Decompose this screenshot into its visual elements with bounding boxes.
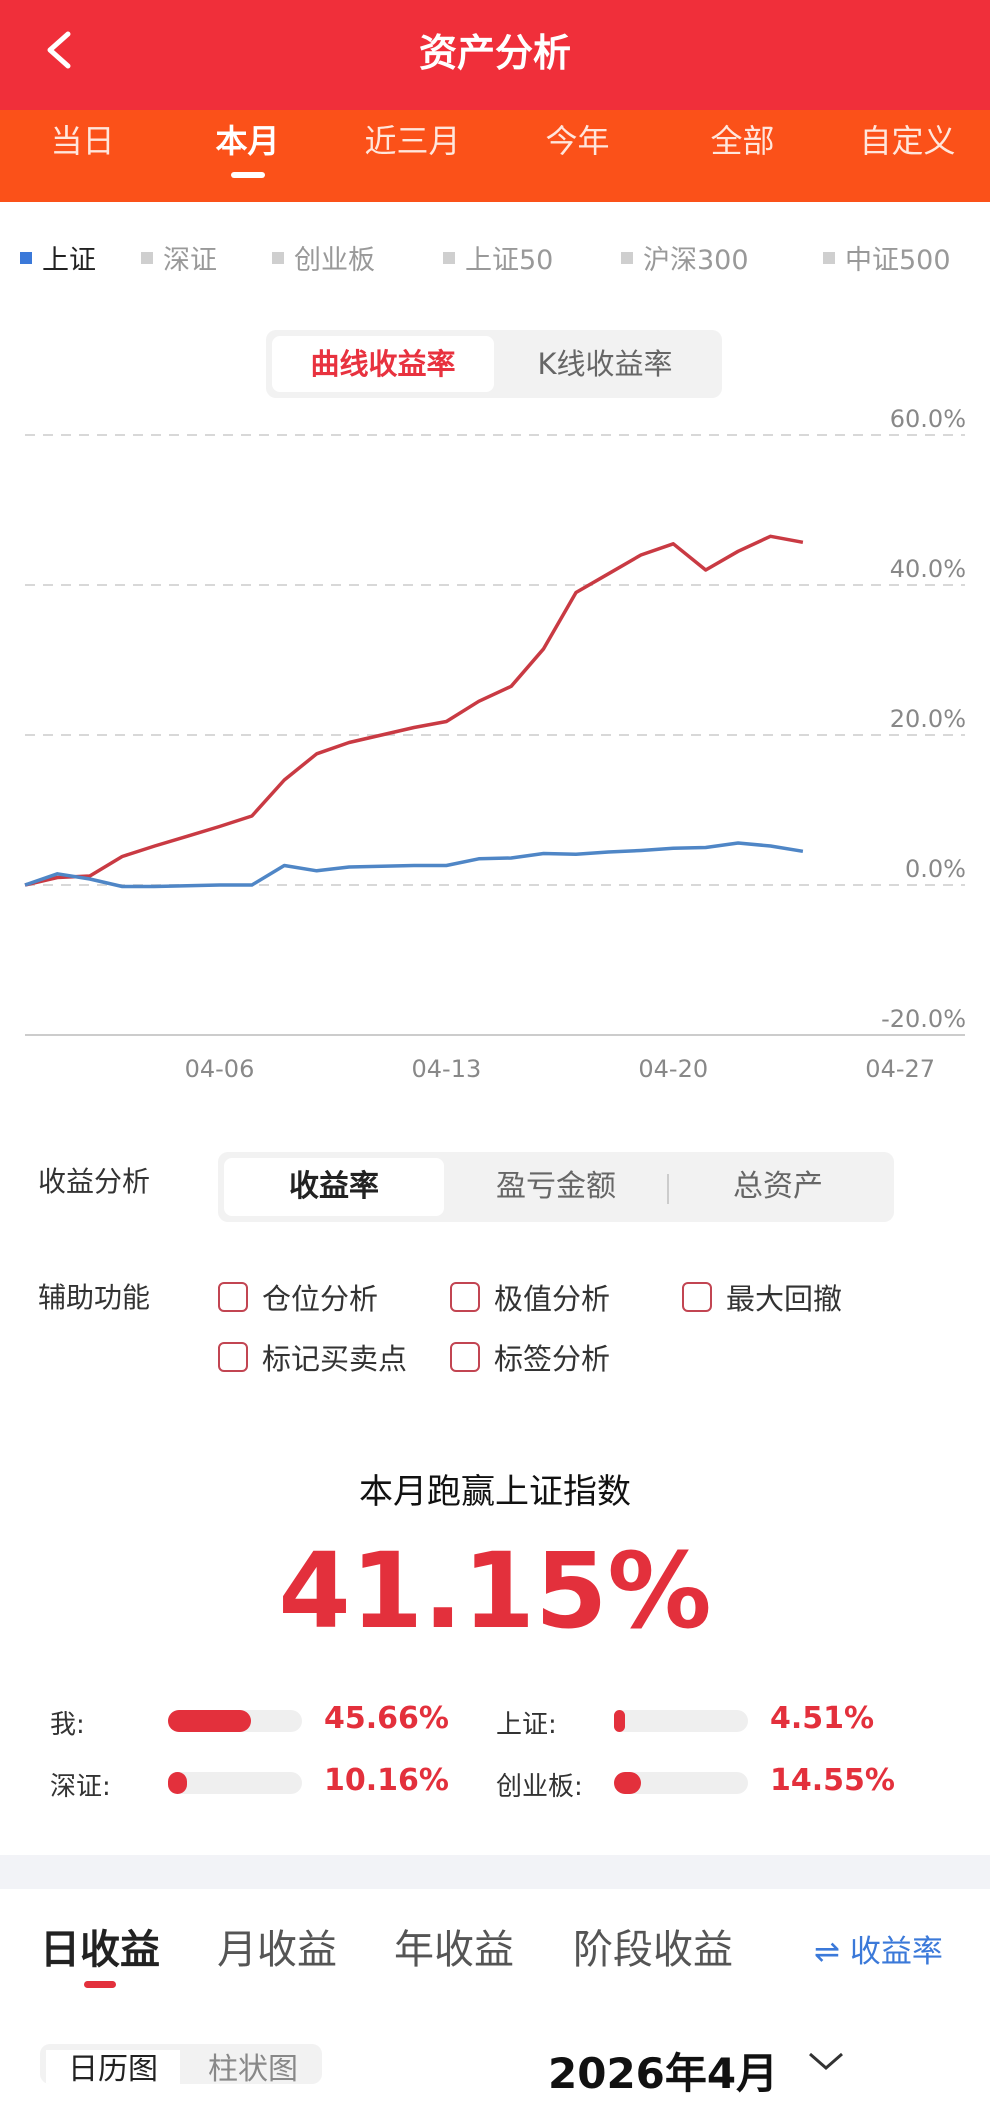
extreme-analysis-checkbox[interactable]: 极值分析 [450, 1276, 610, 1318]
index-sh50[interactable]: 上证50 [443, 238, 553, 277]
compare-fill [168, 1772, 187, 1794]
tab-all[interactable]: 全部 [710, 122, 775, 160]
chart-mode-toggle: 曲线收益率 K线收益率 [266, 330, 722, 398]
legend-square-icon [823, 251, 835, 264]
compare-fill [614, 1772, 641, 1794]
max-drawdown-checkbox[interactable]: 最大回撤 [682, 1276, 842, 1318]
checkbox-icon [682, 1282, 712, 1312]
y-tick-label: 20.0% [890, 705, 966, 733]
index-return-line [24, 841, 804, 889]
summary-value: 41.15% [278, 1530, 712, 1652]
profit-amount-option[interactable]: 盈亏金额 [496, 1169, 616, 1204]
divider [667, 1174, 669, 1204]
x-tick-label: 04-20 [638, 1055, 708, 1083]
tab-this-year[interactable]: 今年 [545, 122, 610, 160]
tab-daily-earnings[interactable]: 日收益 [40, 1917, 160, 1988]
checkbox-icon [218, 1342, 248, 1372]
index-sz[interactable]: 深证 [141, 238, 217, 277]
y-tick-label: -20.0% [881, 1005, 966, 1033]
compare-label-me: 我: [50, 1710, 85, 1740]
compare-value-me: 45.66% [324, 1701, 449, 1736]
legend-square-icon [272, 251, 284, 264]
compare-label-sh: 上证: [496, 1710, 557, 1740]
compare-bar-sz [168, 1772, 302, 1794]
y-tick-label: 0.0% [905, 855, 966, 883]
index-selector: 上证 深证 创业板 上证50 沪深300 中证500 [0, 238, 990, 286]
legend-square-icon [443, 251, 455, 264]
compare-label-cyb: 创业板: [496, 1772, 583, 1802]
analysis-toggle: 收益率 盈亏金额 总资产 [218, 1152, 894, 1222]
rate-toggle-button[interactable]: ⇌ 收益率 [814, 1934, 943, 1970]
tab-custom[interactable]: 自定义 [859, 122, 956, 160]
checkbox-icon [450, 1282, 480, 1312]
curve-return-option[interactable]: 曲线收益率 [272, 336, 494, 392]
return-chart: 60.0% 40.0% 20.0% 0.0% -20.0% 04-06 04-13 04-20… [24, 405, 966, 1083]
earnings-tabs: 日收益 月收益 年收益 阶段收益 [0, 1885, 990, 1995]
tab-monthly-earnings[interactable]: 月收益 [217, 1927, 337, 1973]
tab-three-months[interactable]: 近三月 [364, 122, 461, 160]
month-selector[interactable]: 2026年4月 [548, 2049, 779, 2098]
index-sh[interactable]: 上证 [20, 238, 96, 277]
compare-bar-sh [614, 1710, 748, 1732]
position-analysis-checkbox[interactable]: 仓位分析 [218, 1276, 378, 1318]
tab-this-month[interactable]: 本月 [165, 110, 330, 202]
page-title: 资产分析 [418, 31, 571, 75]
x-tick-label: 04-27 [865, 1055, 935, 1083]
bar-view-option[interactable]: 柱状图 [208, 2052, 298, 2084]
compare-label-sz: 深证: [50, 1772, 111, 1802]
y-tick-label: 60.0% [890, 405, 966, 433]
compare-bar-cyb [614, 1772, 748, 1794]
period-tabs: 当日 本月 近三月 今年 全部 自定义 [0, 110, 990, 202]
compare-value-cyb: 14.55% [770, 1763, 895, 1798]
return-rate-option[interactable]: 收益率 [224, 1158, 444, 1216]
tag-analysis-checkbox[interactable]: 标签分析 [450, 1336, 610, 1378]
index-hs300[interactable]: 沪深300 [621, 238, 749, 277]
chevron-down-icon[interactable] [806, 2050, 846, 2074]
compare-bar-me [168, 1710, 302, 1732]
legend-square-icon [141, 251, 153, 264]
app-header: 资产分析 [0, 0, 990, 110]
tab-today[interactable]: 当日 [50, 122, 115, 160]
kline-return-option[interactable]: K线收益率 [537, 347, 673, 381]
compare-fill [168, 1710, 252, 1732]
calendar-view-option[interactable]: 日历图 [46, 2050, 180, 2084]
x-tick-label: 04-13 [412, 1055, 482, 1083]
section-divider [0, 1855, 990, 1889]
legend-square-icon [621, 251, 633, 264]
x-tick-label: 04-06 [185, 1055, 255, 1083]
tab-yearly-earnings[interactable]: 年收益 [394, 1927, 514, 1973]
aux-label: 辅助功能 [38, 1281, 151, 1314]
checkbox-icon [450, 1342, 480, 1372]
checkbox-icon [218, 1282, 248, 1312]
summary-headline: 本月跑赢上证指数 [359, 1472, 631, 1512]
compare-fill [614, 1710, 625, 1732]
compare-value-sh: 4.51% [770, 1701, 875, 1736]
index-cyb[interactable]: 创业板 [272, 238, 375, 277]
total-assets-option[interactable]: 总资产 [733, 1169, 823, 1204]
analysis-label: 收益分析 [38, 1165, 151, 1198]
back-arrow-icon[interactable] [38, 28, 82, 72]
legend-square-icon [20, 251, 32, 264]
calendar-view-toggle: 日历图 柱状图 [40, 2044, 322, 2084]
tab-stage-earnings[interactable]: 阶段收益 [573, 1927, 733, 1973]
index-zz500[interactable]: 中证500 [823, 238, 951, 277]
portfolio-return-line [24, 534, 804, 887]
compare-value-sz: 10.16% [324, 1763, 449, 1798]
y-tick-label: 40.0% [890, 555, 966, 583]
mark-trades-checkbox[interactable]: 标记买卖点 [218, 1336, 407, 1378]
